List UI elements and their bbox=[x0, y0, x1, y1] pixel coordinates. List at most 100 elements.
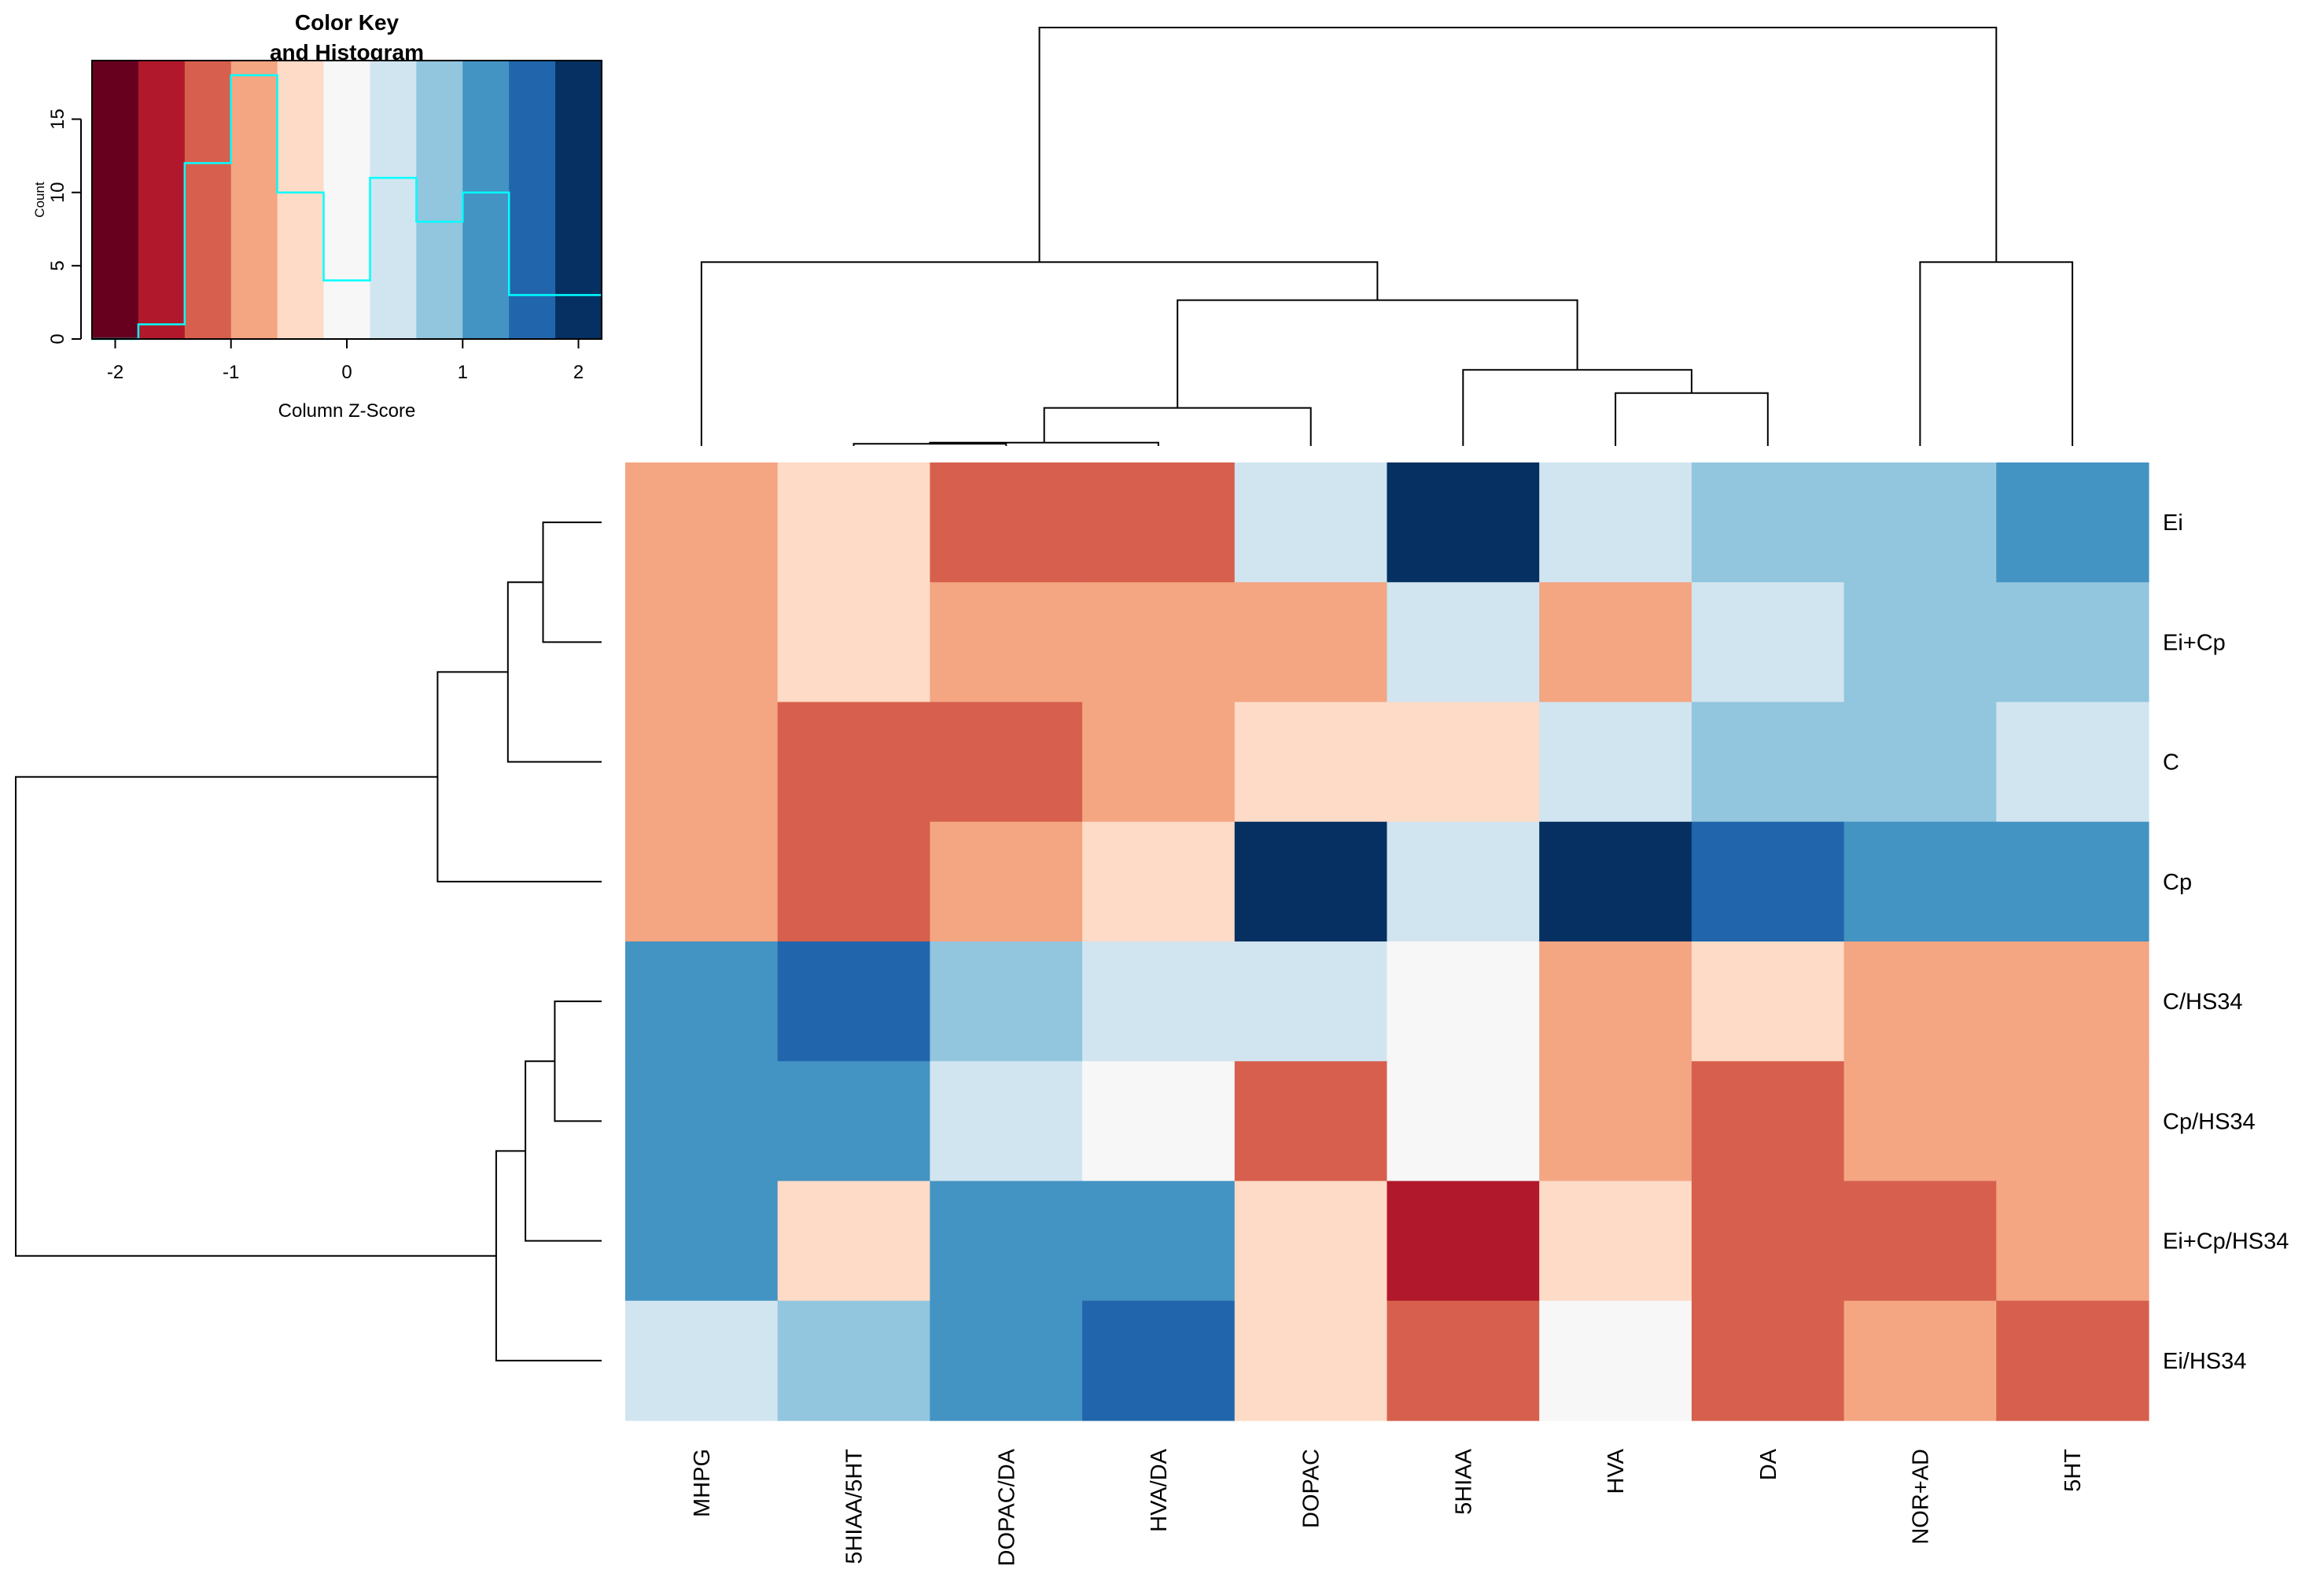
color-key-band bbox=[184, 61, 232, 339]
histogram-line bbox=[92, 74, 602, 341]
heatmap-cell bbox=[1996, 941, 2149, 1062]
color-key-band bbox=[92, 61, 139, 339]
column-label: 5HIAA bbox=[1451, 1448, 1476, 1514]
heatmap-cell bbox=[1691, 1061, 1845, 1182]
row-dendrogram-branch bbox=[15, 776, 496, 1257]
heatmap-cell bbox=[1387, 702, 1540, 823]
color-key-band bbox=[370, 61, 417, 339]
heatmap-cell bbox=[1234, 1061, 1388, 1182]
heatmap-cell bbox=[1082, 582, 1236, 703]
heatmap-cell bbox=[1691, 1181, 1845, 1302]
heatmap-cell bbox=[1082, 1061, 1236, 1182]
heatmap-cell bbox=[1843, 702, 1997, 823]
heatmap-cell bbox=[1234, 821, 1388, 942]
heatmap-cell bbox=[1539, 821, 1692, 942]
y-tick-label: 15 bbox=[47, 109, 68, 130]
heatmap-cell bbox=[777, 1300, 930, 1421]
y-tick-label: 5 bbox=[47, 260, 68, 271]
column-label: DA bbox=[1756, 1448, 1781, 1480]
color-key-title: Color Key bbox=[295, 10, 400, 35]
color-key-x-axis: -2 -1 0 1 2 bbox=[107, 339, 584, 383]
color-key-y-axis: 0 5 10 15 bbox=[47, 109, 82, 344]
heatmap-cell bbox=[1691, 941, 1845, 1062]
row-label: Ei/HS34 bbox=[2163, 1349, 2246, 1374]
heatmap-cell bbox=[930, 462, 1083, 583]
row-label: Cp/HS34 bbox=[2163, 1109, 2256, 1134]
column-label: DOPAC/DA bbox=[994, 1448, 1019, 1566]
y-tick-label: 0 bbox=[47, 333, 68, 344]
heatmap-cells bbox=[625, 462, 2149, 1421]
heatmap-cell bbox=[1387, 1181, 1540, 1302]
heatmap-cell bbox=[1691, 821, 1845, 942]
column-label: NOR+AD bbox=[1908, 1449, 1933, 1545]
heatmap-cell bbox=[1387, 1300, 1540, 1421]
x-tick-label: -1 bbox=[223, 362, 239, 383]
row-label: C/HS34 bbox=[2163, 989, 2243, 1015]
column-label: HVA/DA bbox=[1147, 1448, 1172, 1531]
heatmap-cell bbox=[930, 702, 1083, 823]
row-dendrogram bbox=[15, 521, 602, 1361]
heatmap-cell bbox=[777, 941, 930, 1062]
heatmap-cell bbox=[930, 1300, 1083, 1421]
heatmap-cell bbox=[625, 462, 779, 583]
heatmap-cell bbox=[1082, 1300, 1236, 1421]
heatmap-cell bbox=[1996, 1300, 2149, 1421]
row-labels: Ei Ei+Cp C Cp C/HS34 Cp/HS34 Ei+Cp/HS34 Ei/HS34 bbox=[2163, 510, 2289, 1374]
heatmap-cell bbox=[1691, 702, 1845, 823]
color-key-ylabel: Count bbox=[32, 182, 47, 218]
heatmap-cell bbox=[1996, 462, 2149, 583]
heatmap-cell bbox=[1843, 1181, 1997, 1302]
column-label: MHPG bbox=[690, 1449, 715, 1517]
heatmap-cell bbox=[1234, 1300, 1388, 1421]
column-labels: MHPG 5HIAA/5HT DOPAC/DA HVA/DA DOPAC 5HIAA HVA… bbox=[690, 1448, 2086, 1566]
heatmap-cell bbox=[625, 702, 779, 823]
heatmap-cell bbox=[625, 941, 779, 1062]
heatmap-cell bbox=[1082, 462, 1236, 583]
heatmap-cell bbox=[1539, 582, 1692, 703]
heatmap-cell bbox=[1691, 1300, 1845, 1421]
color-key-band bbox=[462, 61, 510, 339]
x-tick-label: -2 bbox=[107, 362, 123, 383]
column-dendrogram-branch bbox=[1038, 27, 1998, 263]
column-dendrogram bbox=[700, 27, 2074, 446]
x-tick-label: 2 bbox=[573, 362, 584, 383]
heatmap-cell bbox=[777, 462, 930, 583]
heatmap-cell bbox=[1539, 941, 1692, 1062]
color-key-band bbox=[416, 61, 463, 339]
heatmap-cell bbox=[1843, 1300, 1997, 1421]
heatmap-cell bbox=[625, 821, 779, 942]
heatmap-cell bbox=[1843, 1061, 1997, 1182]
heatmap-cell bbox=[1234, 1181, 1388, 1302]
heatmap-cell bbox=[930, 582, 1083, 703]
heatmap-cell bbox=[1843, 462, 1997, 583]
heatmap-cell bbox=[1387, 582, 1540, 703]
heatmap-cell bbox=[1234, 582, 1388, 703]
heatmap-cell bbox=[1539, 462, 1692, 583]
heatmap-cell bbox=[1387, 1061, 1540, 1182]
heatmap-cell bbox=[930, 1061, 1083, 1182]
row-label: C bbox=[2163, 750, 2179, 776]
heatmap-cell bbox=[1234, 462, 1388, 583]
heatmap-cell bbox=[1843, 821, 1997, 942]
heatmap-cell bbox=[1691, 582, 1845, 703]
column-label: 5HT bbox=[2061, 1449, 2086, 1492]
color-key-bands bbox=[92, 61, 602, 339]
heatmap-cell bbox=[1082, 941, 1236, 1062]
x-tick-label: 1 bbox=[458, 362, 468, 383]
heatmap-cell bbox=[625, 1300, 779, 1421]
heatmap-cell bbox=[777, 1181, 930, 1302]
heatmap-cell bbox=[1539, 1181, 1692, 1302]
heatmap-cell bbox=[1843, 941, 1997, 1062]
heatmap-cell bbox=[1082, 1181, 1236, 1302]
color-key-band bbox=[230, 61, 278, 339]
heatmap-cell bbox=[1691, 462, 1845, 583]
y-tick-label: 10 bbox=[47, 182, 68, 203]
column-label: 5HIAA/5HT bbox=[842, 1449, 867, 1564]
heatmap-cell bbox=[777, 702, 930, 823]
color-key-band bbox=[555, 61, 602, 339]
heatmap-cell bbox=[625, 1061, 779, 1182]
color-key-band bbox=[138, 61, 186, 339]
heatmap-cell bbox=[1996, 1061, 2149, 1182]
color-key-band bbox=[323, 61, 371, 339]
